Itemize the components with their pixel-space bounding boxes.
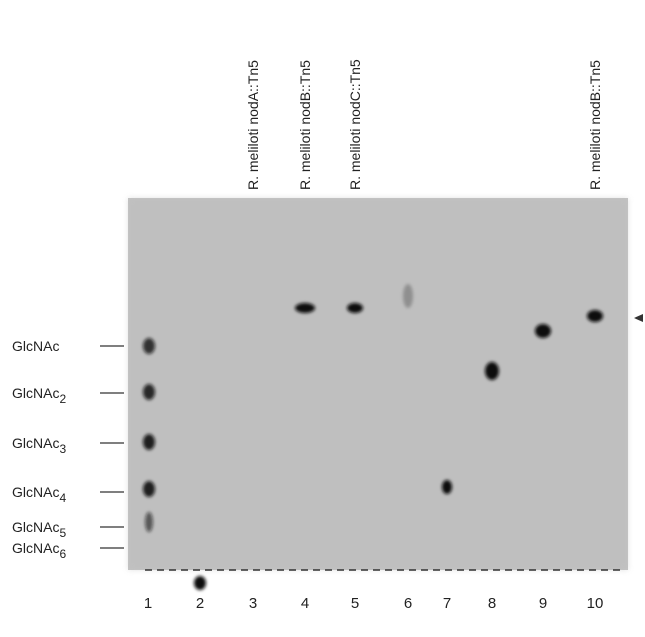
lane-number: 4: [301, 595, 309, 612]
marker-label: GlcNAc: [12, 338, 59, 354]
marker-base: GlcNAc: [12, 484, 59, 500]
lane-label: R. meliloti nodC::Tn5: [347, 59, 363, 190]
spot: [143, 434, 155, 450]
spot: [143, 481, 155, 497]
marker-base: GlcNAc: [12, 385, 59, 401]
spot: [587, 310, 603, 322]
marker-label: GlcNAc2: [12, 385, 66, 406]
spot: [143, 384, 155, 400]
marker-label: GlcNAc4: [12, 484, 66, 505]
marker-sub: 2: [59, 392, 66, 406]
marker-base: GlcNAc: [12, 338, 59, 354]
lane-number: 6: [404, 595, 412, 612]
lane-number: 10: [587, 595, 604, 612]
spot: [485, 362, 499, 380]
spot: [145, 512, 153, 532]
lane-number: 2: [196, 595, 204, 612]
spot: [143, 338, 155, 354]
lane-number: 9: [539, 595, 547, 612]
marker-sub: 6: [59, 547, 66, 561]
marker-base: GlcNAc: [12, 519, 59, 535]
arrow: [634, 314, 643, 322]
lane-label: R. meliloti nodB::Tn5: [587, 60, 603, 190]
gel-shade: [128, 198, 628, 570]
spot: [347, 303, 363, 313]
marker-label: GlcNAc3: [12, 435, 66, 456]
lane-number: 5: [351, 595, 359, 612]
lane-label: R. meliloti nodB::Tn5: [297, 60, 313, 190]
marker-sub: 3: [59, 442, 66, 456]
spot: [194, 576, 206, 590]
spot: [295, 303, 315, 313]
spot: [403, 284, 413, 308]
marker-label: GlcNAc6: [12, 540, 66, 561]
marker-label: GlcNAc5: [12, 519, 66, 540]
marker-base: GlcNAc: [12, 435, 59, 451]
lane-number: 3: [249, 595, 257, 612]
spot: [442, 480, 452, 494]
lane-label: R. meliloti nodA::Tn5: [245, 60, 261, 190]
spot: [535, 324, 551, 338]
marker-base: GlcNAc: [12, 540, 59, 556]
spots: [143, 284, 603, 590]
marker-sub: 4: [59, 491, 66, 505]
lane-number: 7: [443, 595, 451, 612]
marker-sub: 5: [59, 526, 66, 540]
lane-number: 8: [488, 595, 496, 612]
lane-number: 1: [144, 595, 152, 612]
